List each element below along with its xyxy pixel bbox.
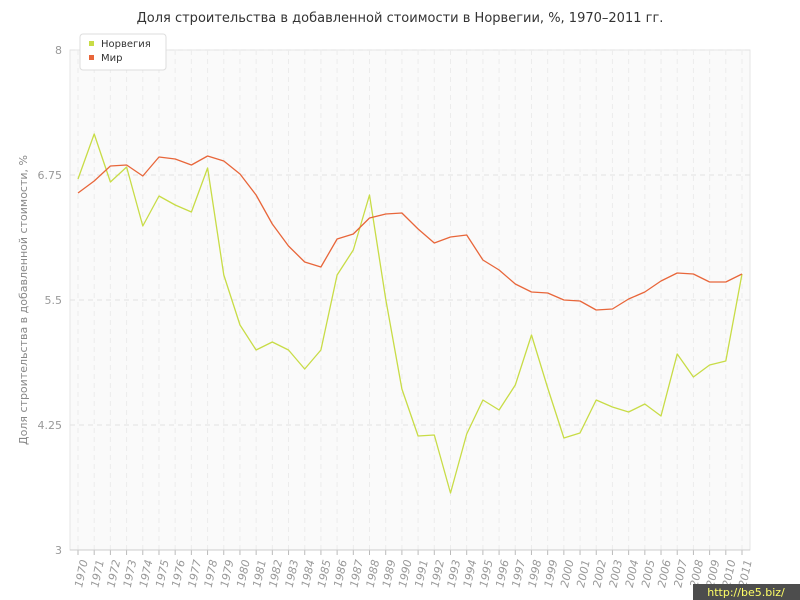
x-tick-label: 2009 — [704, 559, 723, 589]
x-tick-label: 1994 — [461, 559, 480, 589]
x-tick-label: 1981 — [250, 559, 269, 589]
x-tick-label: 1974 — [137, 559, 156, 589]
x-tick-label: 1991 — [412, 559, 431, 589]
x-tick-label: 1979 — [218, 559, 237, 589]
y-tick-label: 3 — [55, 544, 62, 557]
y-tick-label: 5.5 — [45, 294, 63, 307]
watermark-text: http://be5.biz/ — [707, 586, 785, 599]
x-tick-label: 1973 — [121, 559, 140, 589]
y-tick-label: 6.75 — [38, 169, 63, 182]
legend-label[interactable]: Мир — [101, 53, 122, 64]
x-tick-label: 1972 — [105, 559, 124, 589]
x-tick-label: 2011 — [736, 559, 755, 589]
x-tick-label: 1978 — [202, 559, 221, 589]
x-tick-label: 2000 — [558, 559, 577, 589]
x-tick-label: 1993 — [445, 559, 464, 589]
x-tick-label: 2006 — [655, 559, 674, 589]
y-axis-ticks: 3 4.25 5.5 6.75 8 — [38, 44, 63, 557]
gridlines — [70, 49, 750, 550]
watermark: http://be5.biz/ — [693, 584, 800, 600]
x-tick-label: 2001 — [574, 559, 593, 589]
x-tick-label: 2010 — [720, 559, 739, 589]
x-tick-label: 1983 — [283, 559, 302, 589]
x-tick-label: 1999 — [542, 559, 561, 589]
x-tick-label: 2004 — [623, 559, 642, 589]
x-tick-label: 1970 — [72, 559, 91, 589]
x-axis-ticks: 1970197119721973197419751976197719781979… — [70, 549, 755, 589]
x-tick-label: 1997 — [509, 559, 528, 589]
legend[interactable]: Норвегия Мир — [79, 33, 167, 71]
x-tick-label: 1992 — [429, 559, 448, 589]
x-tick-label: 1977 — [186, 559, 205, 589]
x-tick-label: 2005 — [639, 559, 658, 589]
legend-box — [79, 33, 167, 71]
x-tick-label: 1996 — [493, 559, 512, 589]
x-tick-label: 1975 — [153, 559, 172, 589]
x-tick-label: 1986 — [331, 559, 350, 589]
legend-label[interactable]: Норвегия — [101, 39, 151, 50]
x-tick-label: 1988 — [364, 559, 383, 589]
x-tick-label: 1995 — [477, 559, 496, 589]
y-axis-label: Доля строительства в добавленной стоимос… — [17, 155, 30, 445]
x-tick-label: 1998 — [526, 559, 545, 589]
chart-title: Доля строительства в добавленной стоимос… — [137, 11, 664, 26]
y-tick-label: 4.25 — [38, 419, 63, 432]
x-tick-label: 2008 — [688, 559, 707, 589]
x-tick-label: 1985 — [315, 559, 334, 589]
plot-area — [69, 49, 751, 551]
y-tick-label: 8 — [55, 44, 62, 57]
x-tick-label: 1980 — [234, 559, 253, 589]
x-tick-label: 1987 — [348, 559, 367, 589]
x-tick-label: 1971 — [88, 559, 107, 589]
legend-swatch — [89, 41, 94, 46]
series-line — [77, 133, 743, 494]
x-tick-label: 1984 — [299, 559, 318, 589]
x-tick-label: 1989 — [380, 559, 399, 589]
series-lines — [77, 133, 743, 494]
series-line — [77, 155, 743, 311]
x-tick-label: 1990 — [396, 559, 415, 589]
x-tick-label: 1976 — [169, 559, 188, 589]
legend-swatch — [89, 55, 94, 60]
x-tick-label: 2002 — [590, 559, 609, 589]
x-tick-label: 1982 — [267, 559, 286, 589]
x-tick-label: 2003 — [607, 559, 626, 589]
x-tick-label: 2007 — [671, 559, 690, 589]
